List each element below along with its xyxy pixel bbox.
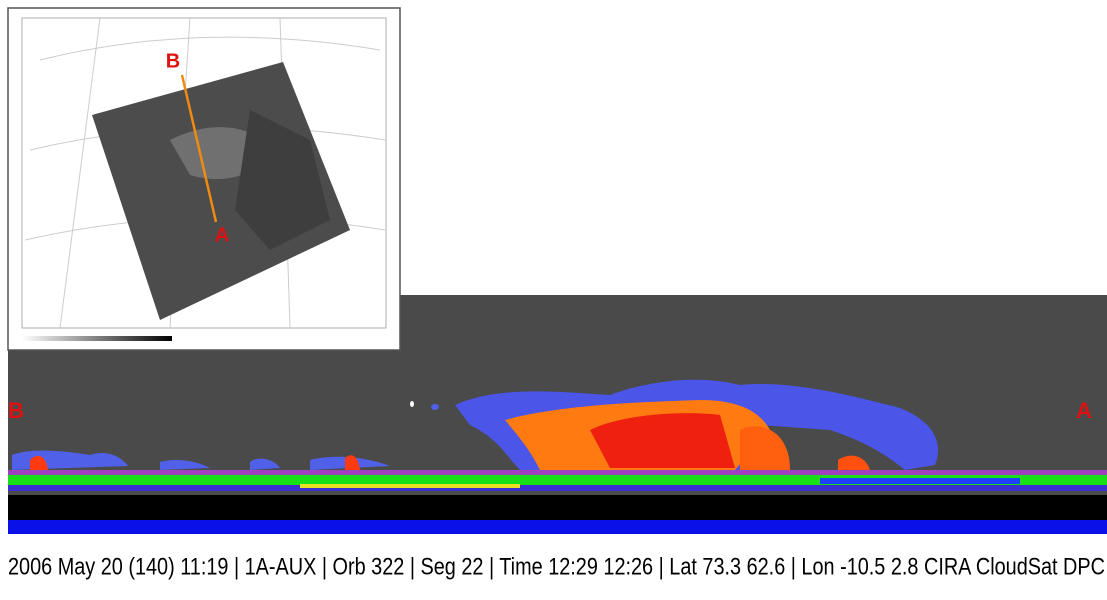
map-inset: B A [8,8,400,350]
map-label-b: B [166,50,180,72]
map-label-a: A [215,224,229,246]
figure: B A B A 2006 May 20 (140) 11:19 | 1A-AUX… [0,0,1107,600]
caption: 2006 May 20 (140) 11:19 | 1A-AUX | Orb 3… [8,553,1105,580]
profile-label-a: A [1076,398,1092,423]
profile-label-b: B [8,398,24,423]
